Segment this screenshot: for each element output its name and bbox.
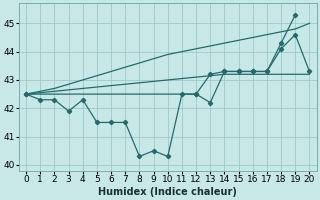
X-axis label: Humidex (Indice chaleur): Humidex (Indice chaleur) (98, 187, 237, 197)
